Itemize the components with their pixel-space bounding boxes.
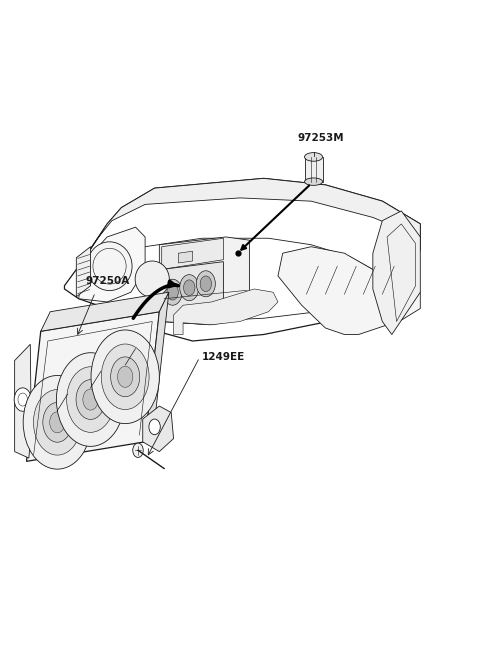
Polygon shape <box>162 262 223 325</box>
Ellipse shape <box>118 366 133 387</box>
Polygon shape <box>79 227 145 302</box>
Polygon shape <box>159 237 250 325</box>
Polygon shape <box>162 238 223 270</box>
Polygon shape <box>373 211 420 335</box>
Ellipse shape <box>304 178 323 186</box>
Circle shape <box>167 285 179 300</box>
Circle shape <box>14 388 31 411</box>
Circle shape <box>180 275 199 300</box>
Polygon shape <box>143 406 174 451</box>
Circle shape <box>183 280 195 295</box>
Polygon shape <box>26 312 159 461</box>
Ellipse shape <box>304 153 323 161</box>
Ellipse shape <box>67 367 114 432</box>
Ellipse shape <box>101 344 149 409</box>
Ellipse shape <box>49 412 65 433</box>
Polygon shape <box>64 178 420 341</box>
Polygon shape <box>278 247 420 335</box>
Ellipse shape <box>76 380 105 419</box>
Circle shape <box>149 419 160 435</box>
Ellipse shape <box>91 330 159 424</box>
Polygon shape <box>76 247 91 297</box>
Ellipse shape <box>23 375 92 469</box>
Polygon shape <box>179 251 192 263</box>
Circle shape <box>133 443 143 457</box>
Text: 1249EE: 1249EE <box>202 352 245 362</box>
Circle shape <box>196 271 216 297</box>
Ellipse shape <box>111 357 140 397</box>
Polygon shape <box>174 289 278 335</box>
Ellipse shape <box>135 261 169 297</box>
Ellipse shape <box>43 402 72 442</box>
Circle shape <box>163 279 182 305</box>
Circle shape <box>200 276 212 291</box>
Ellipse shape <box>56 353 125 446</box>
Polygon shape <box>304 157 323 182</box>
Polygon shape <box>145 292 169 442</box>
Ellipse shape <box>34 390 81 455</box>
Polygon shape <box>14 344 31 458</box>
Ellipse shape <box>87 242 132 291</box>
Text: 97253M: 97253M <box>297 133 344 142</box>
Text: 97250A: 97250A <box>85 276 129 286</box>
Ellipse shape <box>83 389 98 410</box>
Polygon shape <box>41 292 169 331</box>
Polygon shape <box>84 178 420 260</box>
